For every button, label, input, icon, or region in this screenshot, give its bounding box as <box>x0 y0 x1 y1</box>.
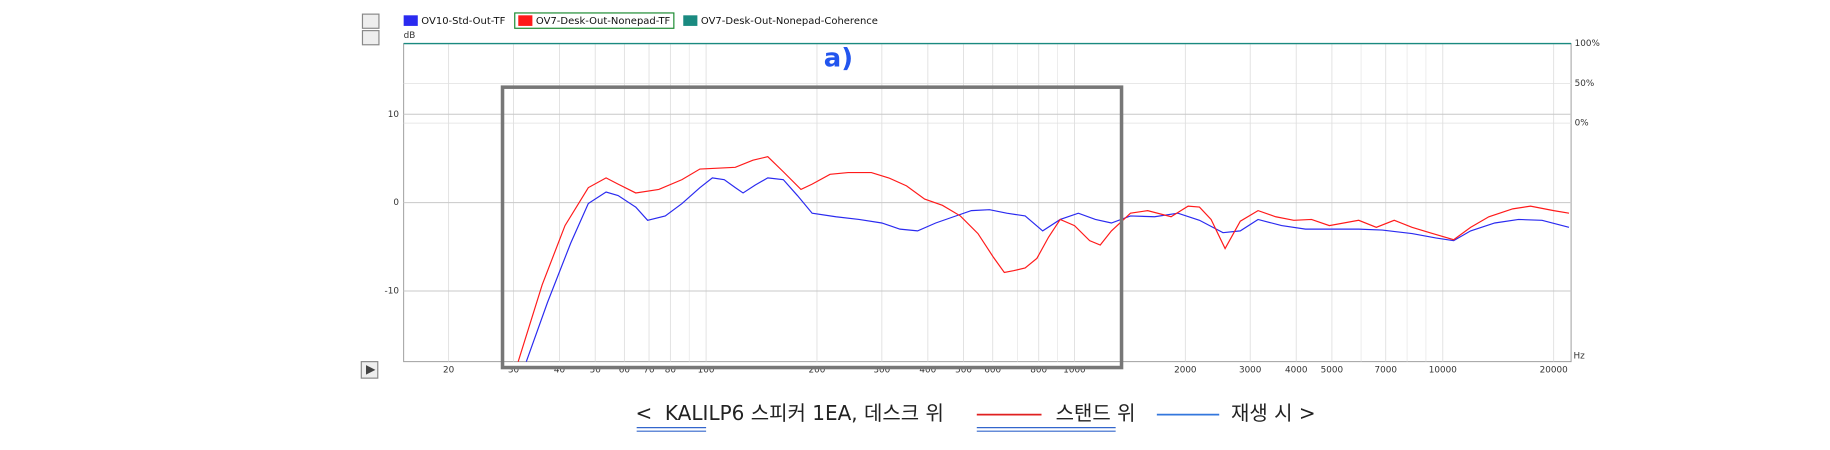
y-tick-label: -10 <box>385 286 400 296</box>
x-tick-label: 50 <box>590 365 602 375</box>
x-tick-label: 400 <box>919 365 936 375</box>
toolbar <box>360 13 380 379</box>
x-tick-label: 60 <box>619 365 631 375</box>
x-tick-label: 4000 <box>1285 365 1308 375</box>
caption-desk: LP6 스피커 1EA, 데스크 위 <box>708 401 943 425</box>
legend-swatch <box>518 15 533 26</box>
x-tick-label: 20 <box>443 365 455 375</box>
x-tick-label: 200 <box>809 365 826 375</box>
legend-selected <box>514 12 675 29</box>
x-tick-label: 3000 <box>1239 365 1262 375</box>
y-tick-label: 0 <box>393 198 399 208</box>
legend-item: OV10-Std-Out-TF <box>403 15 506 27</box>
x-tick-label: 80 <box>665 365 677 375</box>
caption-stand: 스탠드 위 <box>1056 401 1136 425</box>
zoom-button[interactable] <box>361 13 380 29</box>
legend-label: OV10-Std-Out-TF <box>421 16 505 27</box>
x-axis-label: Hz <box>1573 351 1585 361</box>
x-tick-label: 40 <box>554 365 566 375</box>
x-tick-label: 7000 <box>1375 365 1398 375</box>
x-tick-label: 70 <box>643 365 655 375</box>
caption-brand: KALI. <box>665 401 715 425</box>
x-tick-label: 10000 <box>1429 365 1457 375</box>
x-tick-label: 5000 <box>1321 365 1344 375</box>
legend-item: OV7-Desk-Out-Nonepad-Coherence <box>683 15 878 27</box>
caption: < KALI. LP6 스피커 1EA, 데스크 위 스탠드 위 재생 시 > <box>635 401 1316 432</box>
fit-button[interactable] <box>361 30 380 46</box>
play-icon <box>366 365 376 375</box>
x-tick-label: 600 <box>984 365 1001 375</box>
x-tick-label: 1000 <box>1063 365 1086 375</box>
legend-label: OV7-Desk-Out-Nonepad-Coherence <box>701 16 878 27</box>
x-tick-label: 20000 <box>1540 365 1568 375</box>
y2-tick-label: 100% <box>1575 39 1600 49</box>
legend-swatch <box>403 15 418 26</box>
legend-item: OV7-Desk-Out-Nonepad-TF <box>514 12 675 29</box>
y-axis-label: dB <box>404 31 416 41</box>
x-tick-label: 100 <box>698 365 715 375</box>
series-line <box>517 156 1570 362</box>
y2-tick-label: 50% <box>1575 79 1595 89</box>
x-tick-label: 500 <box>955 365 972 375</box>
x-tick-label: 30 <box>508 365 520 375</box>
highlight-box <box>500 85 1124 370</box>
caption-open: < <box>635 401 652 425</box>
legend-swatch <box>683 15 698 26</box>
series-line <box>525 177 1570 362</box>
annotation: a) <box>824 43 853 73</box>
x-tick-label: 800 <box>1030 365 1047 375</box>
series-layer <box>403 42 1572 362</box>
x-tick-label: 2000 <box>1174 365 1197 375</box>
legend-label: OV7-Desk-Out-Nonepad-TF <box>536 16 671 27</box>
x-tick-label: 300 <box>873 365 890 375</box>
y-tick-label: 10 <box>388 110 400 120</box>
caption-close: 재생 시 > <box>1231 401 1316 425</box>
legend: OV10-Std-Out-TF OV7-Desk-Out-Nonepad-TF OV… <box>403 12 878 29</box>
y2-tick-label: 0% <box>1575 119 1589 129</box>
